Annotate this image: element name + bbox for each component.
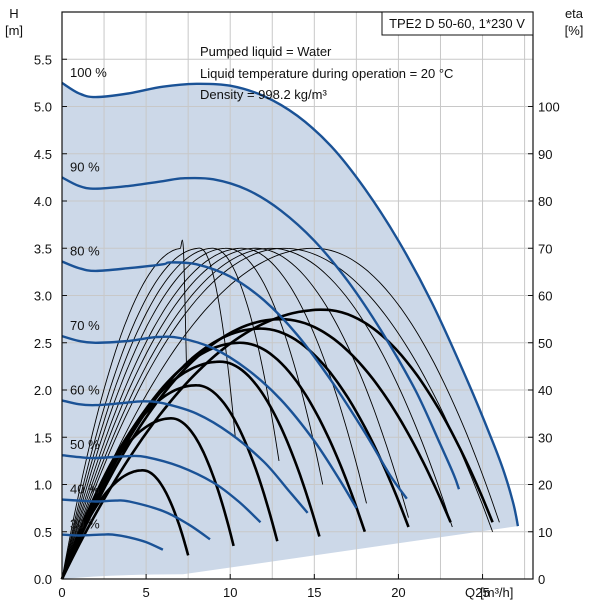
speed-labels: 100 % 90 % 80 % 70 % 60 % 50 % 40 % 30 % (70, 65, 107, 532)
y2-tick-label: 10 (538, 525, 552, 540)
y-tick-label: 4.5 (34, 147, 52, 162)
x-axis-q: Q (465, 585, 475, 600)
speed-curve (61, 334, 358, 509)
eta-curve-thin (61, 247, 453, 580)
eta-curve-bold (60, 317, 452, 580)
x-tick-label: 20 (391, 585, 405, 600)
eta-curve-thin (61, 247, 500, 580)
y-tick-label: 5.5 (34, 52, 52, 67)
speed-curve (61, 498, 211, 541)
eta-curve-thin (61, 247, 236, 580)
speed-curve (61, 533, 164, 551)
speed-curve (61, 399, 309, 514)
envelope-area (62, 82, 518, 580)
speed-label: 80 % (70, 243, 100, 258)
y2-tick-label: 20 (538, 478, 552, 493)
operating-envelope (62, 82, 518, 580)
speed-label: 70 % (70, 318, 100, 333)
y-axis-ticks: 0.0 0.5 1.0 1.5 2.0 2.5 3.0 3.5 4.0 4.5 5.0 5.5 (34, 52, 67, 587)
speed-label: 100 % (70, 65, 107, 80)
eta-curve-bold (60, 308, 494, 580)
y-tick-label: 1.0 (34, 478, 52, 493)
speed-curve (61, 81, 520, 527)
y2-axis-ticks: 0 10 20 30 40 50 60 70 80 90 100 (528, 100, 560, 587)
x-axis-label: Q [m³/h] (465, 585, 513, 600)
y-tick-label: 2.0 (34, 383, 52, 398)
y-tick-label: 0.0 (34, 572, 52, 587)
x-tick-label: 5 (142, 585, 149, 600)
x-tick-label: 25 (475, 585, 489, 600)
speed-curve (61, 454, 262, 524)
speed-label: 60 % (70, 382, 100, 397)
speed-label: 90 % (70, 159, 100, 174)
info-density: Density = 998.2 kg/m³ (200, 87, 327, 102)
y-tick-label: 4.0 (34, 194, 52, 209)
x-axis-unit: [m³/h] (480, 585, 513, 600)
y2-tick-label: 30 (538, 430, 552, 445)
y2-tick-label: 100 (538, 100, 560, 115)
eta-curve-thin (61, 239, 187, 580)
eta-curve-bold (60, 327, 410, 580)
speed-curve (61, 176, 461, 490)
chart-title: TPE2 D 50-60, 1*230 V (389, 16, 525, 31)
y-axis-label: H (9, 6, 18, 21)
info-pumped-liquid: Pumped liquid = Water (200, 44, 332, 59)
efficiency-curves (60, 239, 500, 580)
y2-tick-label: 60 (538, 289, 552, 304)
info-liquid-temperature: Liquid temperature during operation = 20… (200, 66, 453, 81)
x-axis-ticks: 0 5 10 15 20 25 (58, 574, 490, 600)
y2-tick-label: 80 (538, 194, 552, 209)
speed-label: 40 % (70, 482, 100, 497)
speed-curves (61, 81, 520, 551)
y-tick-label: 0.5 (34, 525, 52, 540)
speed-curve (61, 260, 408, 500)
speed-label: 50 % (70, 437, 100, 452)
title-box (381, 11, 534, 36)
x-tick-label: 0 (58, 585, 65, 600)
y-tick-label: 3.0 (34, 289, 52, 304)
y-tick-label: 5.0 (34, 100, 52, 115)
eta-curve-thin (61, 247, 367, 580)
speed-label: 30 % (70, 517, 100, 532)
y2-tick-label: 90 (538, 147, 552, 162)
y-tick-label: 2.5 (34, 336, 52, 351)
y2-axis-label: eta (565, 6, 584, 21)
eta-curve-thin (61, 247, 494, 580)
x-tick-label: 10 (223, 585, 237, 600)
y2-tick-label: 50 (538, 336, 552, 351)
y-axis-unit: [m] (5, 23, 23, 38)
y2-tick-label: 0 (538, 572, 545, 587)
eta-curve-thin (61, 247, 280, 580)
y2-tick-label: 40 (538, 383, 552, 398)
y-tick-label: 3.5 (34, 241, 52, 256)
x-tick-label: 15 (307, 585, 321, 600)
y-tick-label: 1.5 (34, 430, 52, 445)
y2-tick-label: 70 (538, 241, 552, 256)
y2-axis-unit: [%] (565, 23, 584, 38)
